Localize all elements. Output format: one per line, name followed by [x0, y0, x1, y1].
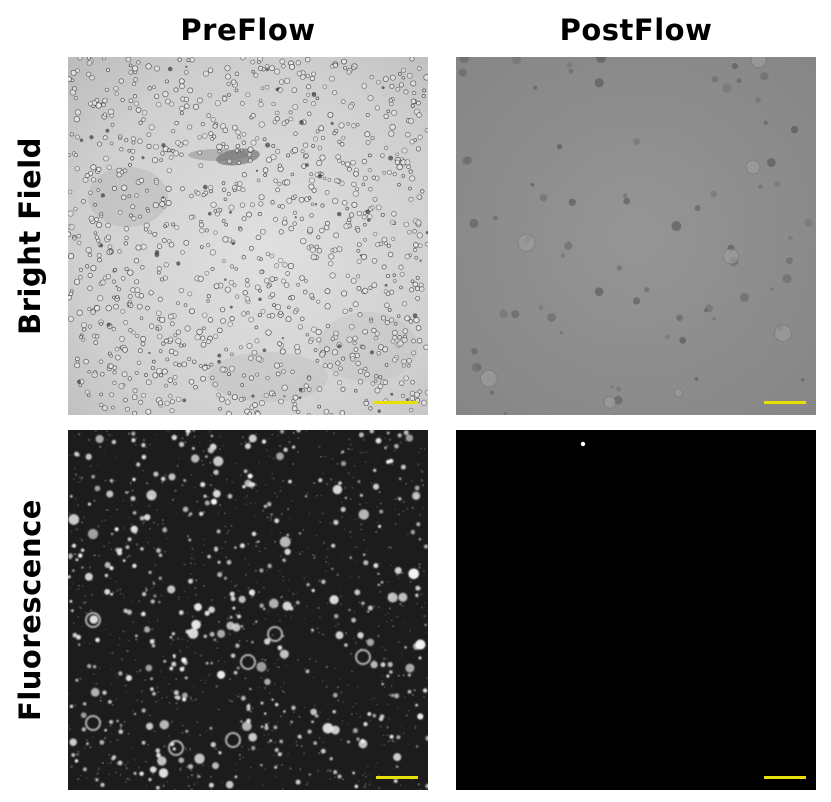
scale-bar: [764, 776, 806, 779]
fluorescence-postflow-micrograph: [456, 430, 816, 790]
single-fluorescent-cell: [580, 441, 586, 447]
bright-field-postflow-micrograph: [456, 57, 816, 415]
row-header-fluorescence: Fluorescence: [0, 430, 60, 790]
row-header-fluorescence-label: Fluorescence: [13, 499, 48, 721]
fluorescence-postflow-image: [456, 430, 816, 790]
column-header-preflow: PreFlow: [180, 13, 316, 47]
row-header-bright-field-label: Bright Field: [13, 137, 48, 335]
fluorescence-preflow-micrograph: [68, 430, 428, 790]
column-header-postflow: PostFlow: [559, 13, 713, 47]
scale-bar: [376, 776, 418, 779]
fluorescence-preflow-image: [68, 430, 428, 790]
scale-bar: [374, 401, 418, 404]
scale-bar: [764, 401, 806, 404]
row-header-bright-field: Bright Field: [0, 57, 60, 415]
bright-field-postflow-image: [456, 57, 816, 415]
bright-field-preflow-image: [68, 57, 428, 415]
bright-field-preflow-micrograph: [68, 57, 428, 415]
